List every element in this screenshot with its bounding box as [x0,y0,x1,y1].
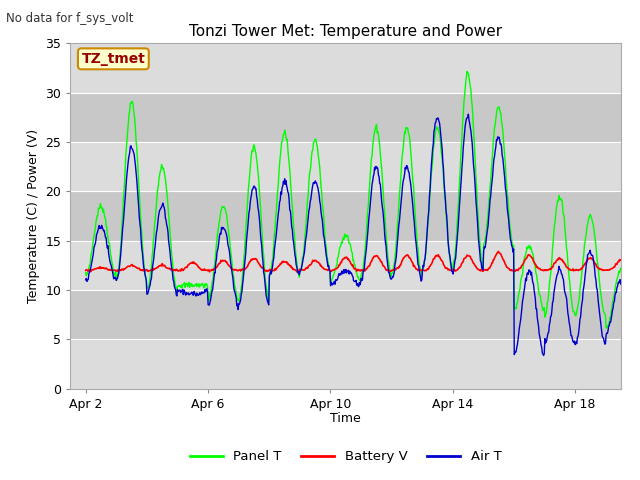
Legend: Panel T, Battery V, Air T: Panel T, Battery V, Air T [184,445,507,468]
Text: No data for f_sys_volt: No data for f_sys_volt [6,12,134,25]
Y-axis label: Temperature (C) / Power (V): Temperature (C) / Power (V) [27,129,40,303]
Text: TZ_tmet: TZ_tmet [81,52,145,66]
X-axis label: Time: Time [330,412,361,425]
Bar [70,43,621,93]
Bar [70,142,621,192]
Bar [70,240,621,290]
Bar [70,192,621,240]
Title: Tonzi Tower Met: Temperature and Power: Tonzi Tower Met: Temperature and Power [189,24,502,39]
Bar [70,93,621,142]
Bar [70,290,621,339]
Bar [70,339,621,389]
